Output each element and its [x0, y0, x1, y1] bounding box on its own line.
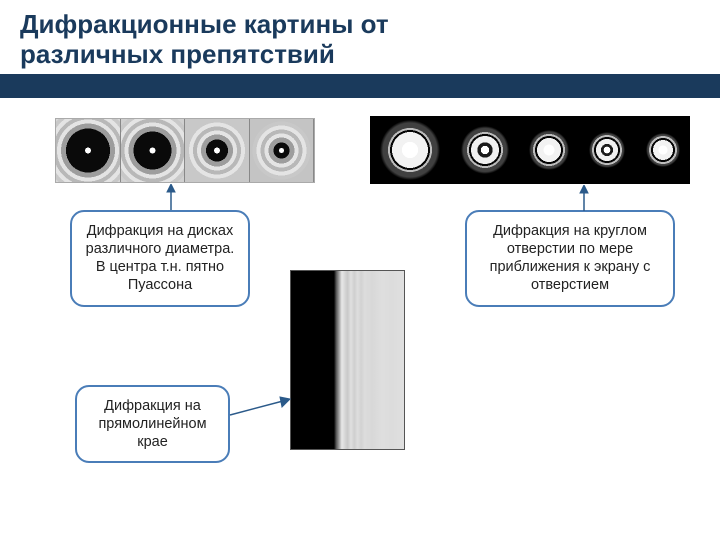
- title-bar: [0, 74, 720, 98]
- title-block: Дифракционные картины от различных препя…: [0, 0, 720, 70]
- arrow-to-disks: [165, 184, 177, 212]
- disk-cell: [56, 119, 121, 182]
- aperture-diffraction-strip: [370, 116, 690, 184]
- disk-cell: [250, 119, 315, 182]
- callout-aperture: Дифракция на круглом отверстии по мере п…: [465, 210, 675, 307]
- callout-edge-text: Дифракция на прямолинейном крае: [98, 398, 206, 450]
- arrow-to-edge: [225, 395, 295, 425]
- page-title: Дифракционные картины от различных препя…: [20, 10, 700, 70]
- callout-edge: Дифракция на прямолинейном крае: [75, 385, 230, 463]
- aperture-cell: [589, 132, 625, 168]
- edge-diffraction-image: [290, 270, 405, 450]
- callout-disks-text: Дифракция на дисках различного диаметра.…: [86, 223, 235, 293]
- aperture-cell: [380, 120, 440, 180]
- aperture-cell: [461, 126, 509, 174]
- aperture-cell: [529, 130, 569, 170]
- arrow-to-aperture: [578, 185, 590, 213]
- disk-cell: [185, 119, 250, 182]
- callout-disks: Дифракция на дисках различного диаметра.…: [70, 210, 250, 307]
- disk-cell: [121, 119, 186, 182]
- title-line1: Дифракционные картины от: [20, 9, 389, 39]
- aperture-cell: [646, 133, 680, 167]
- disk-diffraction-strip: [55, 118, 315, 183]
- title-line2: различных препятствий: [20, 39, 335, 69]
- callout-aperture-text: Дифракция на круглом отверстии по мере п…: [490, 223, 651, 293]
